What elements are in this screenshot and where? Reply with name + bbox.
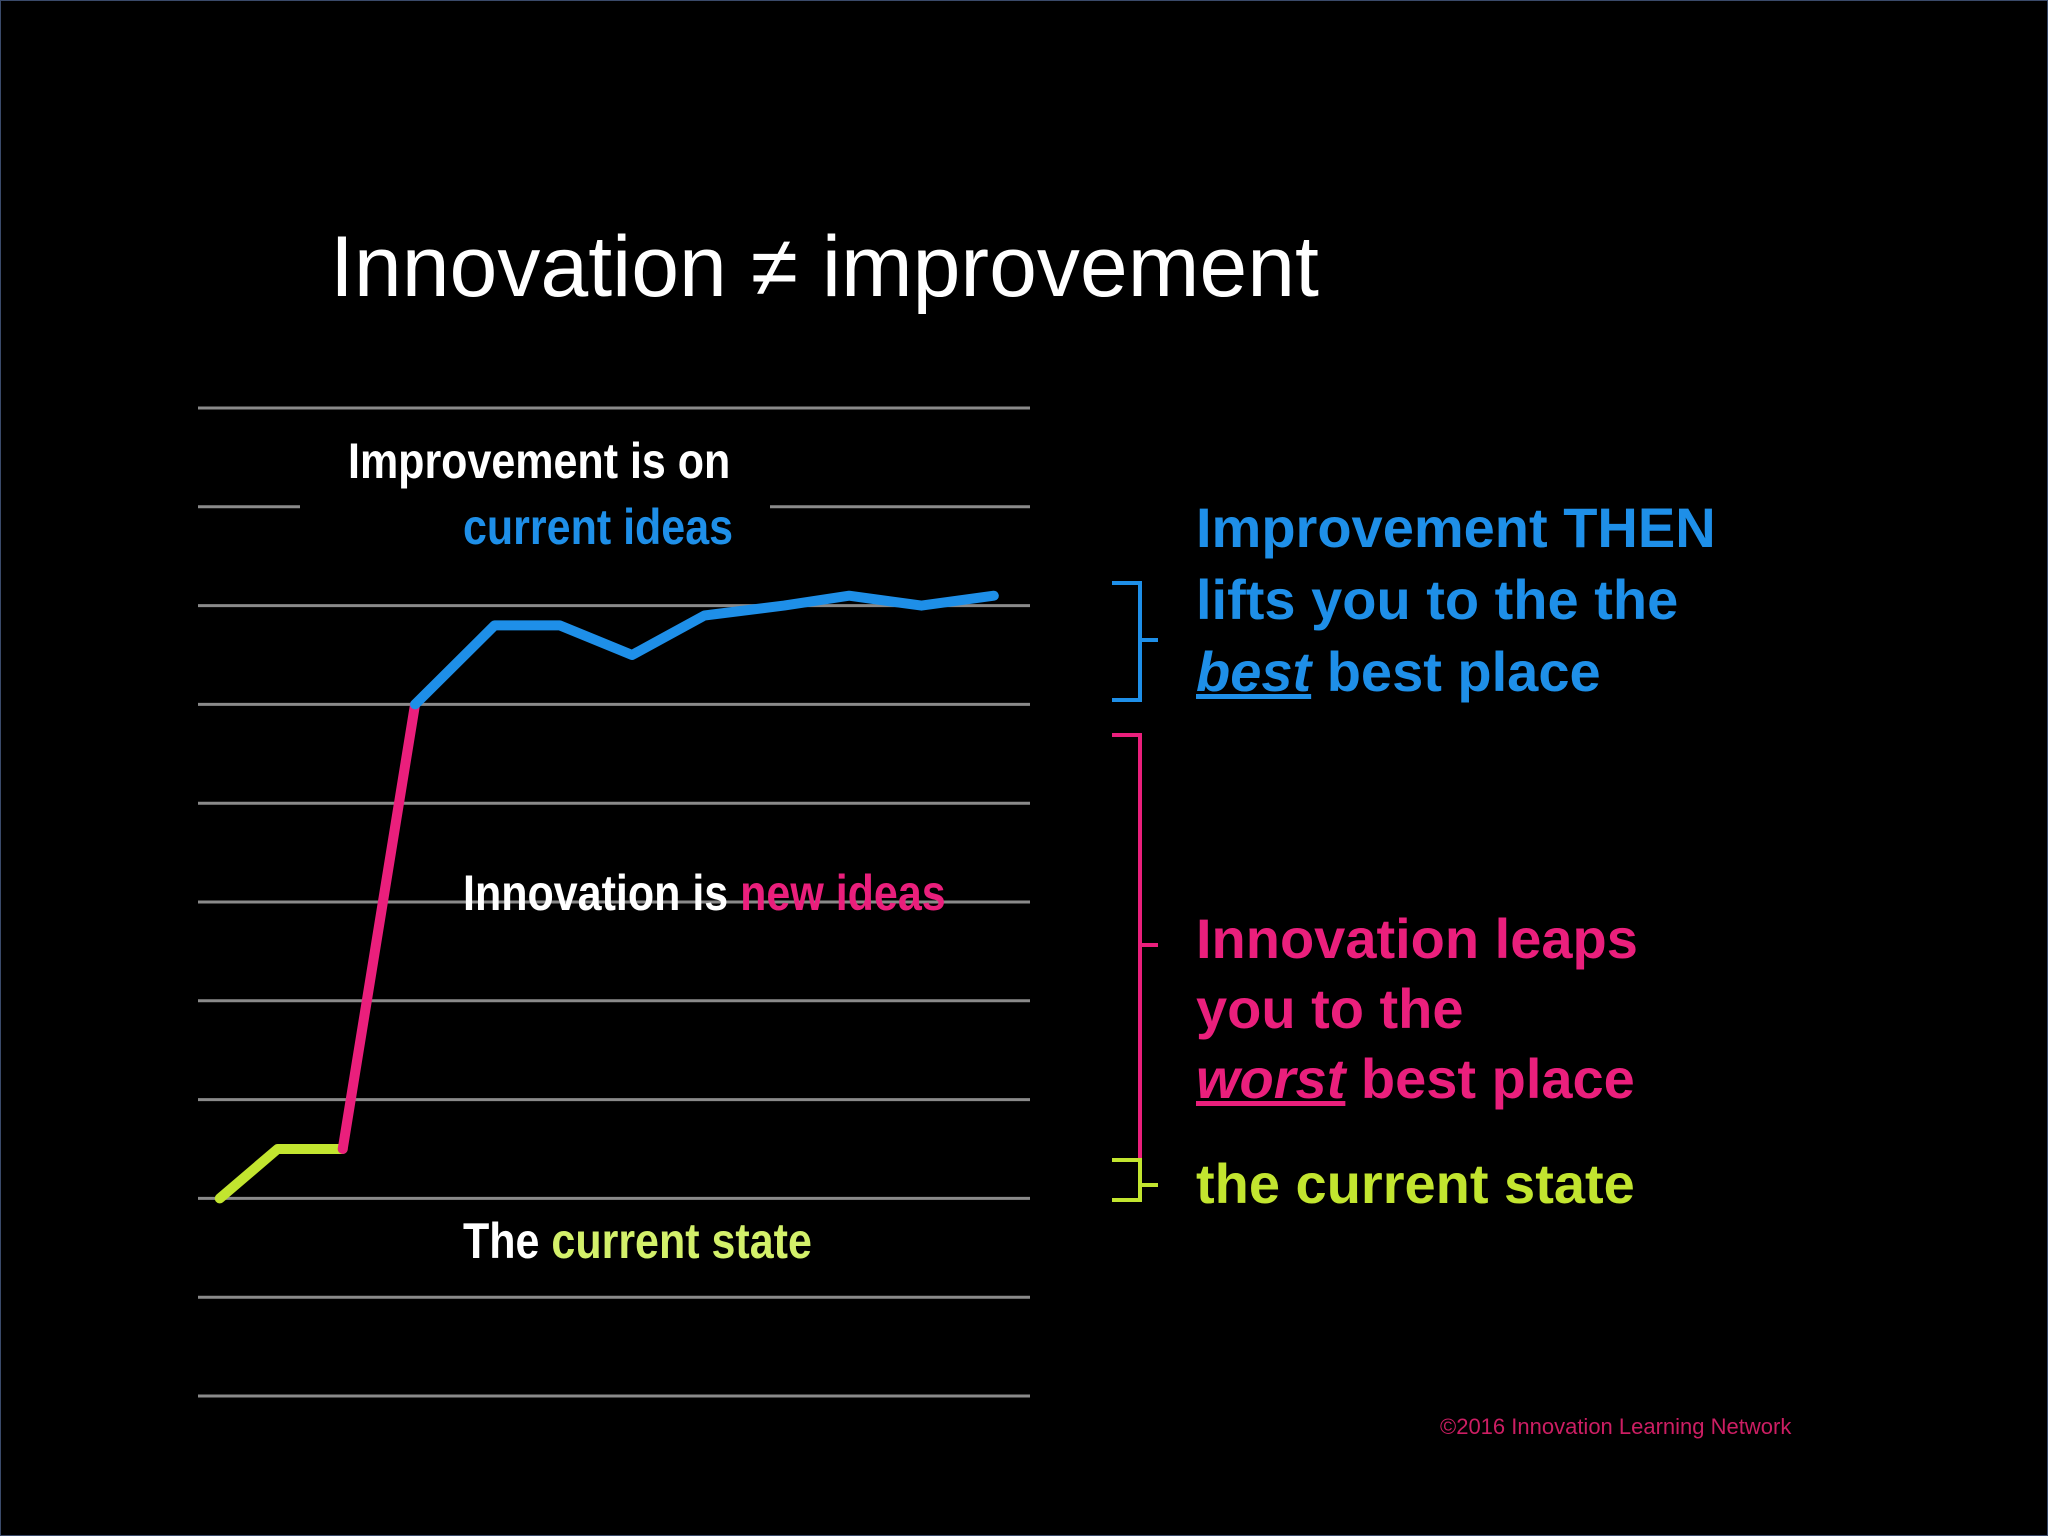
improvement-caption-line2: lifts you to the the	[1196, 568, 1679, 631]
improvement-caption-line1: Improvement THEN	[1196, 496, 1716, 559]
copyright-notice: ©2016 Innovation Learning Network	[1440, 1414, 1792, 1439]
current-state-label: The current state	[463, 1212, 812, 1270]
bracket-current	[1112, 1158, 1158, 1202]
series-line-1	[337, 699, 421, 1154]
current-state-label-highlight: current state	[551, 1213, 812, 1269]
series-line-0	[214, 1144, 348, 1204]
innovation-caption-line1: Innovation leaps	[1196, 907, 1638, 970]
innovation-label: Innovation is new ideas	[463, 864, 946, 922]
innovation-caption-rest: best place	[1345, 1047, 1635, 1110]
current-state-caption: the current state	[1196, 1152, 1635, 1215]
innovation-caption-emphasis: worst	[1196, 1047, 1346, 1110]
improvement-label-highlight: current ideas	[463, 499, 734, 555]
chart-series	[214, 590, 999, 1204]
improvement-caption: Improvement THEN lifts you to the the be…	[1196, 492, 1716, 708]
innovation-caption: Innovation leaps you to the worst best p…	[1196, 904, 1638, 1114]
improvement-caption-line3: best best place	[1196, 636, 1716, 708]
slide-title: Innovation ≠ improvement	[330, 219, 1319, 315]
improvement-caption-rest: best place	[1311, 640, 1601, 703]
brackets	[1112, 581, 1158, 1202]
innovation-label-prefix: Innovation is	[463, 865, 741, 921]
improvement-label-prefix: Improvement is on	[348, 433, 731, 489]
current-state-label-prefix: The	[463, 1213, 552, 1269]
improvement-label-mask	[300, 480, 770, 584]
innovation-caption-line3: worst best place	[1196, 1044, 1638, 1114]
series-line-2	[410, 590, 999, 710]
innovation-label-highlight: new ideas	[740, 865, 946, 921]
bracket-innovation	[1112, 733, 1158, 1162]
bracket-improvement	[1112, 581, 1158, 702]
improvement-caption-emphasis: best	[1196, 640, 1312, 703]
innovation-caption-line2: you to the	[1196, 977, 1464, 1040]
